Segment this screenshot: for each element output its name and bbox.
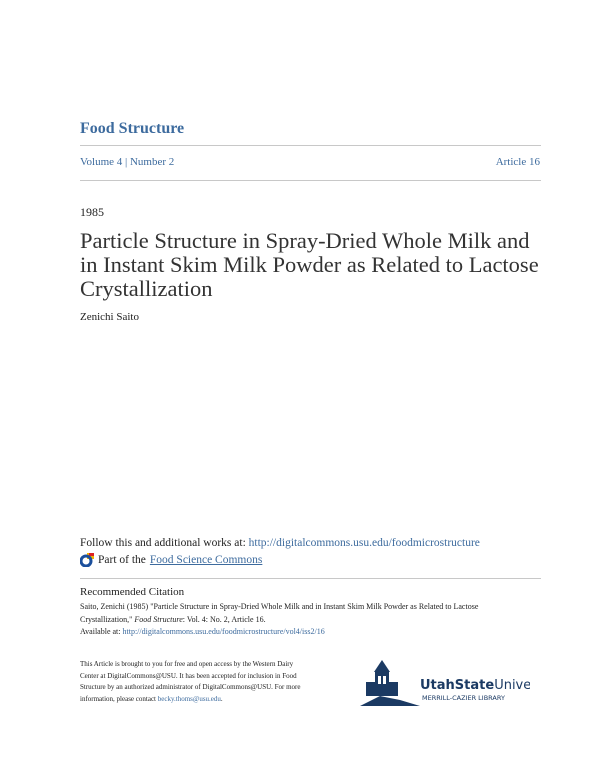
author[interactable]: Zenichi Saito: [80, 311, 139, 323]
contact-email-link[interactable]: becky.thoms@usu.edu: [157, 694, 221, 703]
part-of-text: Part of the: [98, 554, 146, 566]
available-at: Available at: http://digitalcommons.usu.…: [80, 626, 550, 639]
follow-link[interactable]: http://digitalcommons.usu.edu/foodmicros…: [248, 537, 480, 549]
recommended-citation-heading: Recommended Citation: [80, 586, 185, 598]
citation-text: Crystallization,": [80, 614, 135, 624]
year: 1985: [80, 205, 104, 219]
citation-line: Crystallization," Food Structure: Vol. 4…: [80, 614, 550, 627]
part-of-line: Part of the Food Science Commons: [80, 553, 262, 567]
article-title: Particle Structure in Spray-Dried Whole …: [80, 229, 550, 301]
citation-journal: Food Structure: [134, 614, 183, 624]
follow-line: Follow this and additional works at: htt…: [80, 537, 480, 549]
svg-text:UtahStateUniversity: UtahStateUniversity: [420, 678, 530, 693]
follow-text: Follow this and additional works at:: [80, 537, 249, 549]
title-line: in Instant Skim Milk Powder as Related t…: [80, 252, 539, 277]
footer-note: This Article is brought to you for free …: [80, 659, 310, 705]
divider: [80, 578, 541, 579]
commons-network-icon: [80, 553, 94, 567]
logo-regular: University: [494, 678, 530, 693]
available-link[interactable]: http://digitalcommons.usu.edu/foodmicros…: [122, 627, 325, 636]
footer-text: This Article is brought to you for free …: [80, 660, 301, 703]
citation-text: : Vol. 4: No. 2, Article 16.: [182, 614, 266, 624]
citation-line: Saito, Zenichi (1985) "Particle Structur…: [80, 602, 479, 611]
title-line: Crystallization: [80, 276, 213, 301]
citation: Saito, Zenichi (1985) "Particle Structur…: [80, 601, 550, 639]
volume-link[interactable]: Volume 4: [80, 156, 123, 168]
volume-issue: Volume 4 | Number 2: [80, 156, 175, 168]
old-main-tower-icon: UtahStateUniversity MERRILL-CAZIER LIBRA…: [360, 660, 560, 706]
available-label: Available at:: [80, 627, 123, 636]
divider: [80, 145, 541, 146]
logo-sub: MERRILL-CAZIER LIBRARY: [422, 694, 505, 702]
food-science-commons-link[interactable]: Food Science Commons: [149, 554, 263, 566]
article-number[interactable]: Article 16: [495, 156, 540, 168]
usu-library-logo: UtahStateUniversity MERRILL-CAZIER LIBRA…: [360, 656, 560, 708]
footer-end: .: [220, 694, 223, 703]
logo-bold: UtahState: [420, 678, 494, 693]
journal-title[interactable]: Food Structure: [80, 120, 185, 137]
divider: [80, 180, 541, 181]
number-link[interactable]: Number 2: [129, 156, 175, 168]
title-line: Particle Structure in Spray-Dried Whole …: [80, 228, 530, 253]
